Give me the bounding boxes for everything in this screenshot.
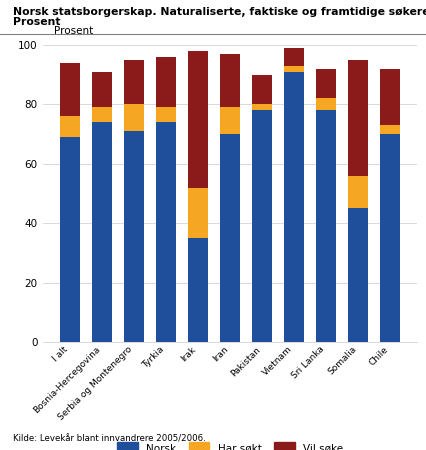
Bar bbox=[348, 208, 368, 342]
Bar bbox=[60, 137, 81, 342]
Bar bbox=[284, 72, 305, 342]
Bar bbox=[380, 69, 400, 125]
Bar bbox=[380, 125, 400, 134]
Bar bbox=[60, 116, 81, 137]
Bar bbox=[220, 54, 240, 108]
Bar bbox=[316, 110, 337, 342]
Bar bbox=[187, 188, 208, 238]
Bar bbox=[60, 63, 81, 116]
Text: Norsk statsborgerskap. Naturaliserte, faktiske og framtidige søkere.: Norsk statsborgerskap. Naturaliserte, fa… bbox=[13, 7, 426, 17]
Bar bbox=[284, 66, 305, 72]
Bar bbox=[155, 57, 176, 108]
Bar bbox=[348, 176, 368, 208]
Bar bbox=[92, 72, 112, 108]
Bar bbox=[124, 60, 144, 104]
Bar bbox=[92, 108, 112, 122]
Bar bbox=[155, 122, 176, 342]
Text: Kilde: Levekår blant innvandrere 2005/2006.: Kilde: Levekår blant innvandrere 2005/20… bbox=[13, 434, 205, 443]
Text: Prosent: Prosent bbox=[13, 17, 60, 27]
Text: Prosent: Prosent bbox=[54, 26, 93, 36]
Bar bbox=[220, 134, 240, 342]
Bar bbox=[252, 110, 273, 342]
Bar bbox=[155, 108, 176, 122]
Bar bbox=[380, 134, 400, 342]
Bar bbox=[252, 104, 273, 110]
Bar bbox=[348, 60, 368, 176]
Bar bbox=[252, 75, 273, 104]
Bar bbox=[187, 238, 208, 342]
Bar bbox=[187, 51, 208, 188]
Bar bbox=[316, 99, 337, 110]
Bar bbox=[220, 108, 240, 134]
Bar bbox=[92, 122, 112, 342]
Bar bbox=[316, 69, 337, 99]
Bar bbox=[284, 48, 305, 66]
Bar bbox=[124, 104, 144, 131]
Legend: Norsk, Har søkt, Vil søke: Norsk, Har søkt, Vil søke bbox=[117, 442, 343, 450]
Bar bbox=[124, 131, 144, 342]
